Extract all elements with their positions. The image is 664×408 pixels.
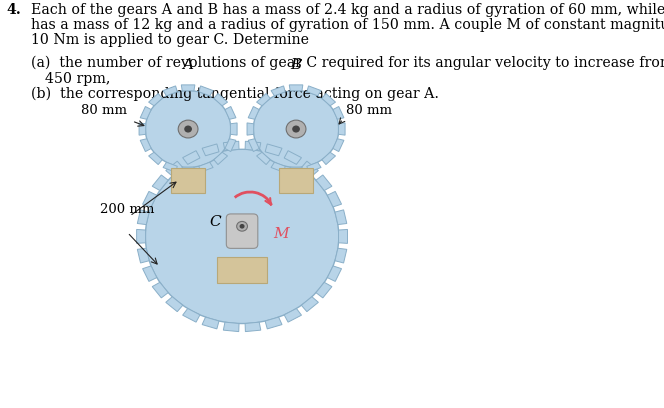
Polygon shape [316, 282, 332, 298]
Polygon shape [183, 151, 200, 164]
Polygon shape [307, 162, 321, 172]
Polygon shape [245, 322, 261, 332]
Polygon shape [143, 191, 157, 207]
Circle shape [254, 91, 339, 168]
Polygon shape [339, 123, 345, 135]
Text: (a)  the number of revolutions of gear C required for its angular velocity to in: (a) the number of revolutions of gear C … [31, 56, 664, 71]
Polygon shape [333, 106, 344, 119]
Text: C: C [209, 215, 221, 229]
Text: 450 rpm,: 450 rpm, [45, 72, 111, 86]
Polygon shape [316, 175, 332, 191]
Bar [171, 169, 205, 193]
Text: 4.: 4. [7, 3, 21, 18]
Polygon shape [271, 162, 286, 172]
Text: 200 mm: 200 mm [100, 203, 155, 216]
Polygon shape [230, 123, 237, 135]
Polygon shape [327, 266, 341, 282]
Circle shape [145, 91, 231, 168]
Text: A: A [183, 58, 194, 72]
Polygon shape [265, 144, 282, 156]
Polygon shape [327, 191, 341, 207]
Polygon shape [248, 106, 259, 119]
Polygon shape [163, 162, 177, 172]
Polygon shape [137, 248, 149, 263]
Polygon shape [202, 144, 219, 156]
Text: Each of the gears A and B has a mass of 2.4 kg and a radius of gyration of 60 mm: Each of the gears A and B has a mass of … [31, 3, 664, 18]
Polygon shape [140, 106, 151, 119]
Polygon shape [223, 141, 239, 151]
Circle shape [178, 120, 198, 138]
Text: 10 Nm is applied to gear C. Determine: 10 Nm is applied to gear C. Determine [31, 33, 309, 47]
Polygon shape [245, 141, 261, 151]
Polygon shape [149, 93, 162, 106]
Polygon shape [290, 85, 303, 91]
Polygon shape [284, 151, 301, 164]
Circle shape [240, 225, 244, 228]
Polygon shape [265, 317, 282, 329]
Polygon shape [271, 86, 286, 96]
Polygon shape [181, 167, 195, 173]
Circle shape [185, 126, 191, 132]
Text: M: M [274, 227, 290, 242]
Circle shape [145, 149, 339, 324]
Polygon shape [199, 86, 213, 96]
Polygon shape [137, 229, 145, 244]
Polygon shape [149, 152, 162, 164]
Polygon shape [301, 161, 318, 176]
Circle shape [236, 222, 248, 231]
Polygon shape [339, 229, 347, 244]
Polygon shape [322, 93, 335, 106]
Polygon shape [214, 93, 228, 106]
Polygon shape [199, 162, 213, 172]
Polygon shape [163, 86, 177, 96]
Polygon shape [166, 161, 183, 176]
Polygon shape [335, 248, 347, 263]
Bar [217, 257, 267, 283]
Polygon shape [256, 152, 270, 164]
Polygon shape [143, 266, 157, 282]
Polygon shape [335, 210, 347, 224]
Polygon shape [202, 317, 219, 329]
Polygon shape [256, 93, 270, 106]
Polygon shape [284, 308, 301, 322]
Polygon shape [152, 282, 168, 298]
Polygon shape [307, 86, 321, 96]
Circle shape [286, 120, 306, 138]
Polygon shape [137, 210, 149, 224]
Polygon shape [333, 139, 344, 152]
Polygon shape [247, 123, 254, 135]
Text: 80 mm: 80 mm [82, 104, 127, 117]
Polygon shape [139, 123, 146, 135]
Bar [279, 169, 313, 193]
Text: 80 mm: 80 mm [345, 104, 392, 117]
Polygon shape [322, 152, 335, 164]
FancyBboxPatch shape [226, 214, 258, 248]
Polygon shape [301, 297, 318, 312]
Polygon shape [166, 297, 183, 312]
Polygon shape [214, 152, 228, 164]
Polygon shape [181, 85, 195, 91]
Circle shape [293, 126, 299, 132]
Text: B: B [290, 58, 301, 72]
Polygon shape [183, 308, 200, 322]
Polygon shape [248, 139, 259, 152]
Polygon shape [223, 322, 239, 332]
Text: has a mass of 12 kg and a radius of gyration of 150 mm. A couple M of constant m: has a mass of 12 kg and a radius of gyra… [31, 18, 664, 32]
Polygon shape [225, 106, 236, 119]
Polygon shape [225, 139, 236, 152]
Polygon shape [152, 175, 168, 191]
Text: (b)  the corresponding tangential force acting on gear A.: (b) the corresponding tangential force a… [31, 86, 439, 101]
Polygon shape [290, 167, 303, 173]
Polygon shape [140, 139, 151, 152]
